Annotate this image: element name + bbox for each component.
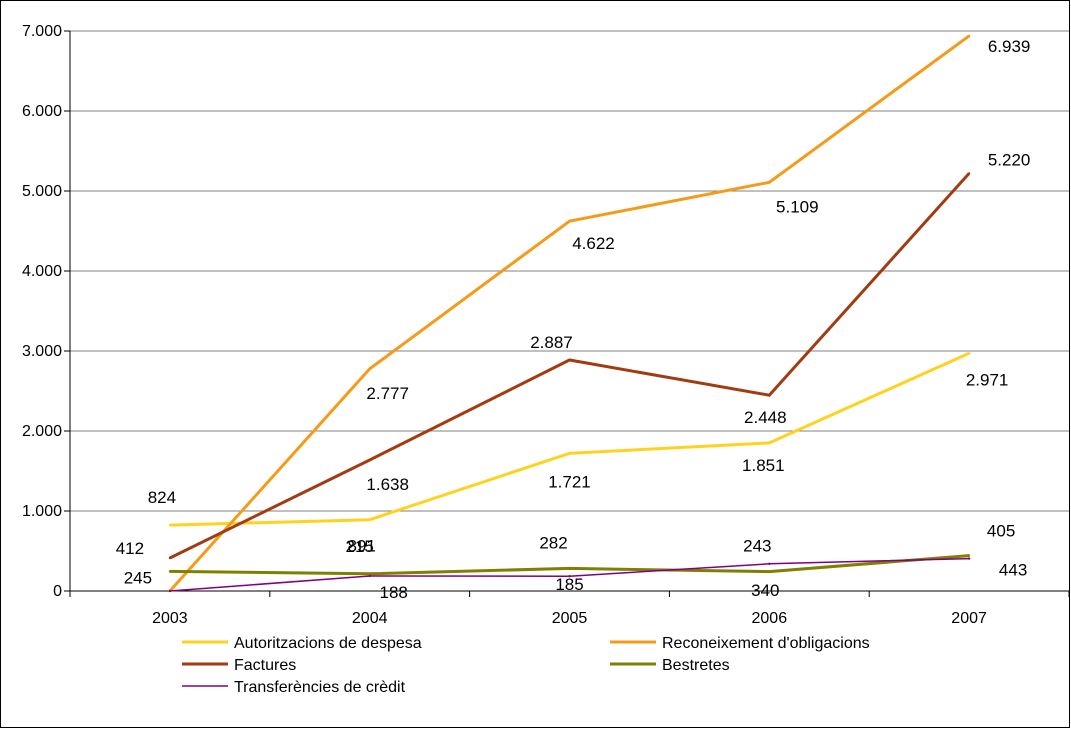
data-point-transferencies-de-credit [768,562,771,565]
axes: 0 1.000 2.000 3.000 4.000 5.000 6.000 7.000 2003… [22,23,1070,627]
legend: Autoritzacions de despesa Reconeixement d… [182,635,870,696]
data-label-reconeixement-d-obligacions: 2.777 [366,384,409,403]
y-tick-label: 4.000 [22,263,62,280]
gridlines [70,30,1069,512]
data-label-reconeixement-d-obligacions: 5.109 [776,197,819,216]
data-point-reconeixement-d-obligacions [568,220,571,223]
data-label-bestretes: 215 [346,537,374,556]
data-point-transferencies-de-credit [967,557,971,560]
data-label-bestretes: 443 [999,561,1027,580]
data-point-bestretes [168,570,172,573]
y-tick-label: 7.000 [22,23,62,40]
legend-item-reconeixement-d-obligacions: Reconeixement d'obligacions [610,635,870,652]
data-label-reconeixement-d-obligacions: 4.622 [572,234,615,253]
data-label-factures: 2.448 [744,408,787,427]
data-label-transferencies-de-credit: 185 [555,575,583,594]
data-label-bestretes: 245 [124,568,152,587]
data-point-factures [168,556,172,560]
data-point-autoritzacions-de-despesa [368,518,371,521]
data-label-autoritzacions-de-despesa: 891 [348,537,376,556]
data-label-autoritzacions-de-despesa: 1.851 [742,456,785,475]
y-tick-label: 3.000 [22,343,62,360]
y-tick-label: 2.000 [22,423,62,440]
x-tick-label: 2003 [152,610,188,627]
data-labels: 824 891 1.721 1.851 2.971 2.777 4.622 5.109 6.93… [116,37,1031,602]
data-label-transferencies-de-credit: 405 [987,522,1015,541]
legend-label: Factures [234,657,296,674]
y-tick-label: 0 [53,583,62,600]
y-tick-label: 5.000 [22,183,62,200]
data-label-reconeixement-d-obligacions: 6.939 [988,37,1031,56]
legend-item-factures: Factures [182,657,296,674]
data-point-transferencies-de-credit [368,574,371,578]
data-point-autoritzacions-de-despesa [168,523,172,527]
data-label-factures: 5.220 [988,150,1031,169]
data-point-autoritzacions-de-despesa [967,352,971,355]
data-label-transferencies-de-credit: 188 [380,583,408,602]
data-point-bestretes [768,570,771,573]
data-point-bestretes [967,554,971,557]
legend-label: Bestretes [662,657,730,674]
data-point-transferencies-de-credit [168,589,172,593]
data-point-reconeixement-d-obligacions [768,181,771,184]
x-tick-label: 2004 [352,610,388,627]
data-label-autoritzacions-de-despesa: 1.721 [548,472,591,491]
data-label-factures: 412 [116,539,144,558]
data-point-reconeixement-d-obligacions [368,367,371,371]
series-lines [168,34,971,593]
data-point-factures [368,458,371,462]
data-point-autoritzacions-de-despesa [768,441,771,445]
data-point-factures [967,172,971,175]
legend-label: Reconeixement d'obligacions [662,635,870,652]
legend-item-autoritzacions-de-despesa: Autoritzacions de despesa [182,635,422,652]
data-point-transferencies-de-credit [568,575,571,578]
y-tick-label: 6.000 [22,103,62,120]
data-point-factures [768,393,771,397]
legend-label: Autoritzacions de despesa [234,635,422,652]
data-point-reconeixement-d-obligacions [967,34,971,38]
data-label-autoritzacions-de-despesa: 824 [148,488,176,507]
x-tick-label: 2005 [552,610,588,627]
data-label-bestretes: 243 [743,537,771,556]
legend-item-transferencies-de-credit: Transferències de crèdit [182,679,406,696]
data-label-autoritzacions-de-despesa: 2.971 [966,370,1009,389]
data-label-factures: 1.638 [366,475,409,494]
x-tick-label: 2007 [951,610,987,627]
data-label-bestretes: 282 [539,533,567,552]
data-point-bestretes [568,567,571,570]
x-tick-label: 2006 [752,610,788,627]
legend-label: Transferències de crèdit [234,679,406,696]
data-point-autoritzacions-de-despesa [568,452,571,455]
y-tick-label: 1.000 [22,503,62,520]
data-point-factures [568,358,571,362]
legend-item-bestretes: Bestretes [610,657,730,674]
data-label-factures: 2.887 [530,333,573,352]
data-label-transferencies-de-credit: 340 [751,581,779,600]
data-point-bestretes [368,572,371,575]
